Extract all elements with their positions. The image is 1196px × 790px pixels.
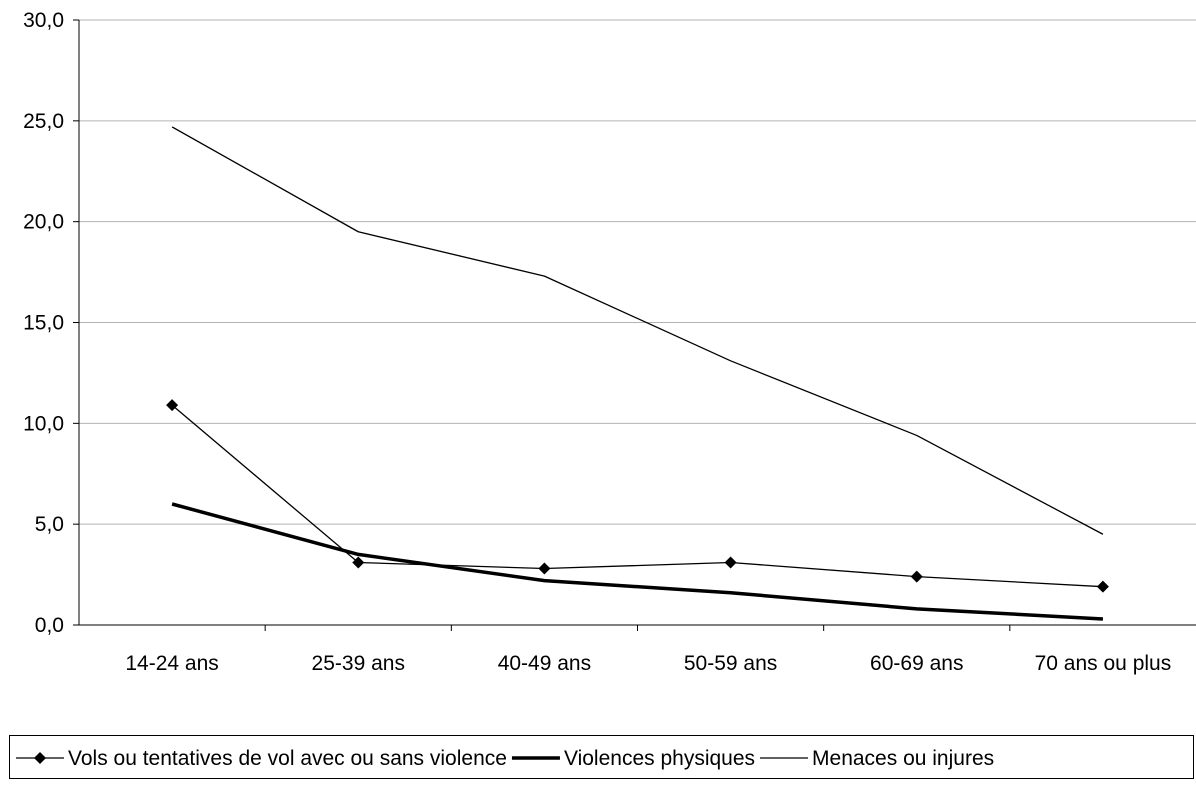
y-tick-label: 0,0 bbox=[35, 614, 64, 637]
y-tick-label: 25,0 bbox=[23, 110, 64, 133]
y-tick-label: 10,0 bbox=[23, 412, 64, 435]
series-line bbox=[171, 404, 1103, 588]
series-1 bbox=[166, 399, 1109, 593]
y-axis-tick-labels: 0,0 5,0 10,0 15,0 20,0 25,0 30,0 bbox=[23, 9, 64, 637]
x-tick-label: 50-59 ans bbox=[684, 652, 777, 675]
y-tick-label: 20,0 bbox=[23, 211, 64, 234]
data-point bbox=[910, 570, 923, 583]
axes bbox=[73, 19, 1196, 631]
series-3 bbox=[171, 126, 1104, 535]
x-tick-label: 40-49 ans bbox=[498, 652, 591, 675]
data-point bbox=[166, 399, 179, 412]
x-tick-label: 60-69 ans bbox=[870, 652, 963, 675]
data-point bbox=[1096, 580, 1109, 593]
x-tick-label: 14-24 ans bbox=[125, 652, 218, 675]
series-line bbox=[171, 126, 1104, 535]
y-tick-label: 5,0 bbox=[35, 513, 64, 536]
line-chart: 0,0 5,0 10,0 15,0 20,0 25,0 30,0 14-24 ans 25-3… bbox=[23, 9, 1196, 675]
legend: Vols ou tentatives de vol avec ou sans v… bbox=[9, 735, 1194, 779]
legend-label: Vols ou tentatives de vol avec ou sans v… bbox=[68, 747, 507, 770]
series-lines bbox=[166, 126, 1109, 621]
legend-item-3: Menaces ou injures bbox=[760, 747, 994, 770]
legend-label: Menaces ou injures bbox=[812, 747, 994, 770]
legend-item-2: Violences physiques bbox=[511, 747, 755, 770]
data-point bbox=[352, 556, 365, 569]
x-tick-label: 70 ans ou plus bbox=[1035, 652, 1172, 675]
data-point bbox=[538, 562, 551, 575]
legend-label: Violences physiques bbox=[564, 747, 755, 770]
legend-item-1: Vols ou tentatives de vol avec ou sans v… bbox=[16, 747, 507, 770]
x-axis-tick-labels: 14-24 ans 25-39 ans 40-49 ans 50-59 ans 60-6… bbox=[125, 652, 1171, 675]
x-tick-label: 25-39 ans bbox=[312, 652, 405, 675]
gridlines bbox=[79, 19, 1196, 525]
series-2 bbox=[171, 502, 1104, 621]
y-tick-label: 30,0 bbox=[23, 9, 64, 32]
data-point bbox=[724, 556, 737, 569]
series-line bbox=[171, 502, 1104, 621]
legend-marker bbox=[34, 752, 46, 764]
y-tick-label: 15,0 bbox=[23, 312, 64, 335]
